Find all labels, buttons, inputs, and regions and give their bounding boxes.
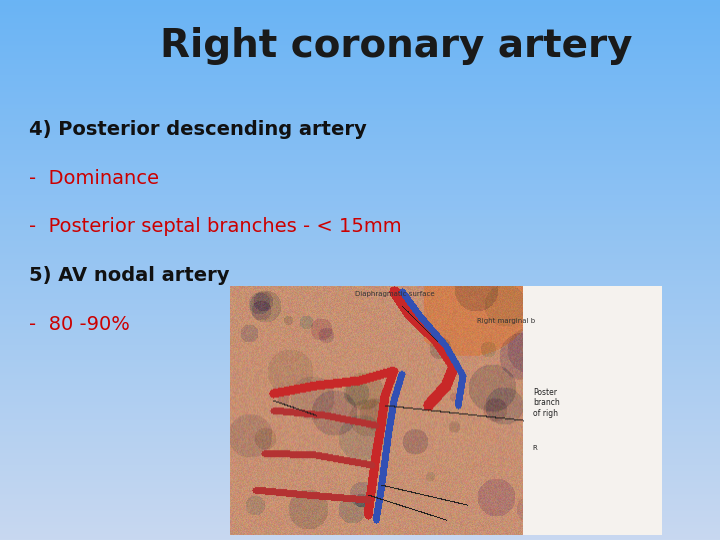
Text: Right coronary artery: Right coronary artery: [160, 27, 632, 65]
Text: Right marginal b: Right marginal b: [477, 318, 535, 324]
Text: Poster
branch
of righ: Poster branch of righ: [533, 388, 559, 418]
Text: -  Posterior septal branches - < 15mm: - Posterior septal branches - < 15mm: [29, 217, 402, 237]
Text: 4) Posterior descending artery: 4) Posterior descending artery: [29, 120, 366, 139]
Text: -  Dominance: - Dominance: [29, 168, 159, 188]
Text: -  80 -90%: - 80 -90%: [29, 314, 130, 334]
Text: R: R: [533, 444, 538, 451]
Text: Diaphragmatic surface: Diaphragmatic surface: [355, 291, 434, 296]
Text: 5) AV nodal artery: 5) AV nodal artery: [29, 266, 229, 285]
